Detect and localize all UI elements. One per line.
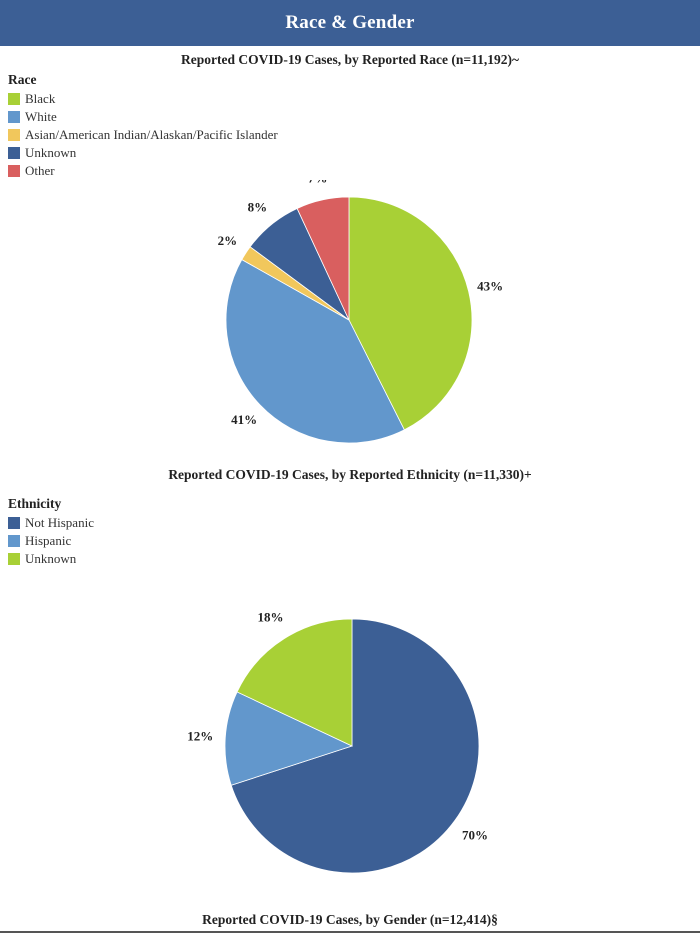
race-chart-title: Reported COVID-19 Cases, by Reported Rac… [181,52,519,67]
race-slice-label: 41% [231,412,257,427]
race-slice-label: 8% [248,200,268,215]
race-legend-item: Asian/American Indian/Alaskan/Pacific Is… [8,126,278,144]
race-slice-label: 2% [218,233,238,248]
race-legend-item: Unknown [8,144,278,162]
ethnicity-slice-hispanic [224,691,354,786]
race-legend-label: White [25,109,57,124]
bottom-divider [0,931,700,933]
race-legend-item: Black [8,90,278,108]
race-legend-title: Race [8,72,37,87]
race-legend-label: Black [25,91,56,106]
ethnicity-legend: Ethnicity Not Hispanic Hispanic Unknown [8,496,94,568]
race-slice-white [225,259,405,444]
race-legend-swatch [8,165,20,177]
page-header: Race & Gender [0,0,700,46]
race-legend-swatch [8,93,20,105]
race-legend-label: Asian/American Indian/Alaskan/Pacific Is… [25,127,278,142]
race-slice-other [296,196,350,321]
ethnicity-legend-item: Unknown [8,550,94,568]
ethnicity-legend-title: Ethnicity [8,496,62,511]
gender-chart-title: Reported COVID-19 Cases, by Gender (n=12… [202,912,498,927]
race-legend-item: White [8,108,278,126]
race-slice-label: 43% [477,278,503,293]
ethnicity-chart-title: Reported COVID-19 Cases, by Reported Eth… [168,467,532,482]
page-title: Race & Gender [285,12,415,33]
ethnicity-legend-label: Hispanic [25,533,72,548]
ethnicity-legend-label: Unknown [25,551,77,566]
race-legend-swatch [8,111,20,123]
ethnicity-slice-not-hispanic [230,618,480,874]
ethnicity-slice-unknown [236,618,353,747]
race-legend-item: Other [8,162,278,180]
ethnicity-slice-label: 18% [258,610,284,625]
ethnicity-legend-item: Not Hispanic [8,514,94,532]
ethnicity-legend-swatch [8,535,20,547]
race-legend-label: Other [25,163,55,178]
ethnicity-legend-swatch [8,553,20,565]
race-pie-chart: 43% 41% 2% 8% 7% [218,180,503,444]
race-slice-black [348,196,473,431]
ethnicity-legend-item: Hispanic [8,532,94,550]
race-legend-label: Unknown [25,145,77,160]
ethnicity-legend-label: Not Hispanic [25,515,94,530]
ethnicity-pie-chart: 70% 12% 18% [187,610,488,874]
race-slice-label: 7% [308,180,328,185]
ethnicity-slice-label: 70% [462,827,488,842]
ethnicity-slice-label: 12% [187,728,213,743]
race-legend-swatch [8,129,20,141]
race-legend: Race Black White Asian/American Indian/Ala… [8,72,278,180]
race-legend-swatch [8,147,20,159]
ethnicity-legend-swatch [8,517,20,529]
